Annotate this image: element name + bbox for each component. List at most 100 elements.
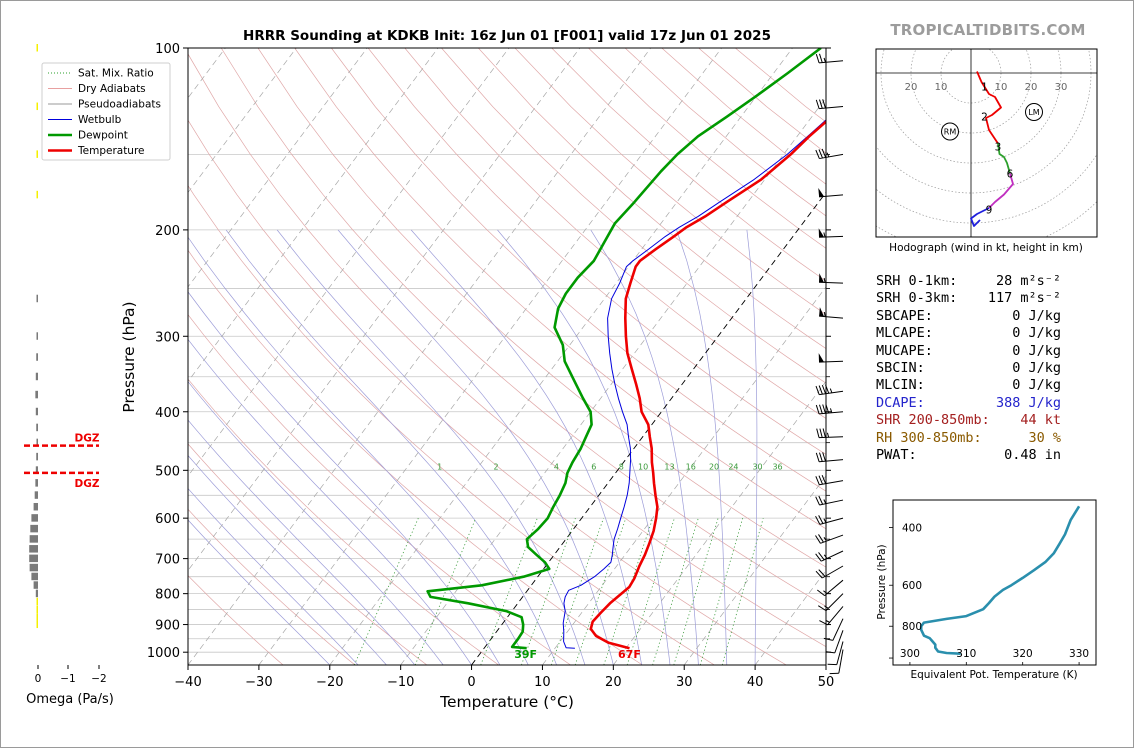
y-tick-label: 700 (155, 553, 180, 568)
x-tick-label: 40 (747, 675, 764, 690)
mixing-ratio-label: 16 (686, 462, 696, 471)
omega-x-tick-label: 0 (35, 673, 42, 685)
wind-barb-shaft (819, 315, 844, 319)
storm-motion-marker (941, 122, 959, 141)
wind-barb-full (817, 605, 827, 612)
wind-barb (817, 593, 844, 612)
dry-adiabat (441, 48, 826, 384)
wind-barb (815, 384, 844, 396)
wind-barb-full (822, 428, 826, 438)
dgz-label: DGZ (75, 478, 100, 490)
wind-barb-shaft (818, 436, 844, 439)
omega-bar (35, 466, 38, 474)
isotherm (329, 48, 793, 665)
wind-barb (815, 534, 844, 544)
wind-barb-flag (819, 307, 825, 317)
index-value: 0 J/kg (1012, 377, 1061, 394)
x-tick-label: 10 (534, 675, 551, 690)
wind-barb-full (825, 384, 830, 394)
wind-barb (815, 99, 844, 110)
index-value: 0 J/kg (1012, 360, 1061, 376)
wetbulb-profile (562, 119, 826, 649)
index-label: SBCIN: (876, 360, 925, 376)
wind-barb-full (815, 496, 820, 506)
pseudoadiabat (188, 291, 501, 665)
omega-bar (36, 597, 38, 606)
theta-e-x-tick-label: 320 (1013, 648, 1033, 660)
mixing-ratio-label: 13 (664, 462, 674, 471)
theta-e-y-tick-label: 800 (902, 621, 922, 633)
wind-barb-full (818, 534, 824, 543)
pseudoadiabat (188, 236, 529, 665)
wind-barb-shaft (818, 281, 844, 284)
storm-motion-label: LM (1028, 108, 1039, 117)
x-tick-label: 20 (605, 675, 622, 690)
pseudoadiabat (676, 229, 728, 665)
dry-adiabat (294, 48, 826, 530)
y-tick-label: 300 (155, 330, 180, 345)
index-label: SBCAPE: (876, 307, 933, 324)
wind-barb-full (818, 385, 823, 395)
isotherm (188, 48, 581, 572)
wind-barb-full (818, 552, 825, 561)
omega-bar (35, 372, 38, 381)
pseudoadiabat (746, 229, 758, 665)
omega-bar (36, 150, 38, 158)
wind-barb (827, 641, 844, 666)
legend-label: Dewpoint (78, 130, 128, 142)
wind-barb (829, 649, 844, 675)
wind-barb-full (825, 651, 835, 654)
y-tick-label: 800 (155, 588, 180, 603)
wind-barb (818, 353, 844, 363)
pseudoadiabat (276, 229, 586, 665)
dgz-label: DGZ (75, 433, 100, 445)
mixing-ratio-line (353, 518, 419, 665)
wind-barb-shaft (819, 480, 844, 486)
wind-barb (816, 428, 844, 439)
legend-label: Dry Adiabats (78, 83, 146, 95)
omega-bar (36, 452, 38, 461)
y-tick-label: 600 (155, 512, 180, 527)
index-label: SRH 0-1km: (876, 273, 958, 289)
wind-barb-full (818, 569, 826, 577)
wind-barb-full (815, 570, 823, 579)
dry-adiabat (404, 48, 826, 419)
hodograph-panel: 20 10 10 20 30 1 2 3 6 9 RM LM Hodograph (wind in k… (875, 48, 1098, 254)
skewt-legend: Sat. Mix. Ratio Dry Adiabats Pseudoadiabat… (41, 62, 171, 161)
theta-e-y-tick-label: 600 (902, 580, 922, 592)
dry-adiabat (220, 48, 826, 607)
wind-barb-full (815, 476, 820, 485)
wind-barb-half (826, 152, 830, 158)
omega-bar (29, 554, 38, 563)
omega-bar (33, 502, 38, 511)
wind-barb-shaft (819, 60, 844, 64)
omega-bar (36, 423, 38, 432)
omega-bar (35, 390, 38, 399)
mixing-ratio-line (414, 518, 477, 665)
index-label: PWAT: (876, 447, 917, 463)
isotherm (471, 191, 826, 665)
theta-e-panel: 300 310 320 330 400 600 800 Equivalent Pot. Te… (876, 499, 1097, 681)
legend-label: Temperature (77, 145, 145, 157)
x-tick-label: −30 (245, 675, 272, 690)
wind-barb-full (815, 535, 821, 544)
index-label: SHR 200-850mb: (876, 412, 990, 429)
hodograph-ring-label: 10 (995, 82, 1008, 93)
wind-barb-full (822, 99, 826, 109)
hodograph-ring-label: 30 (1055, 82, 1068, 93)
wind-barb (815, 53, 844, 64)
pseudoadiabat (188, 419, 416, 665)
wind-barb-full (818, 149, 823, 159)
omega-x-tick-label: −2 (91, 673, 106, 685)
pseudoadiabat (188, 487, 359, 665)
wind-barb-shaft (820, 534, 844, 544)
dry-adiabat (331, 48, 826, 492)
mixing-ratio-label: 36 (772, 462, 782, 471)
pseudoadiabat (337, 229, 614, 665)
dry-adiabat (188, 378, 499, 665)
index-label: RH 300-850mb: (876, 429, 982, 446)
isotherm (825, 664, 826, 665)
omega-xlabel: Omega (Pa/s) (26, 692, 114, 707)
pseudoadiabat (188, 519, 331, 665)
